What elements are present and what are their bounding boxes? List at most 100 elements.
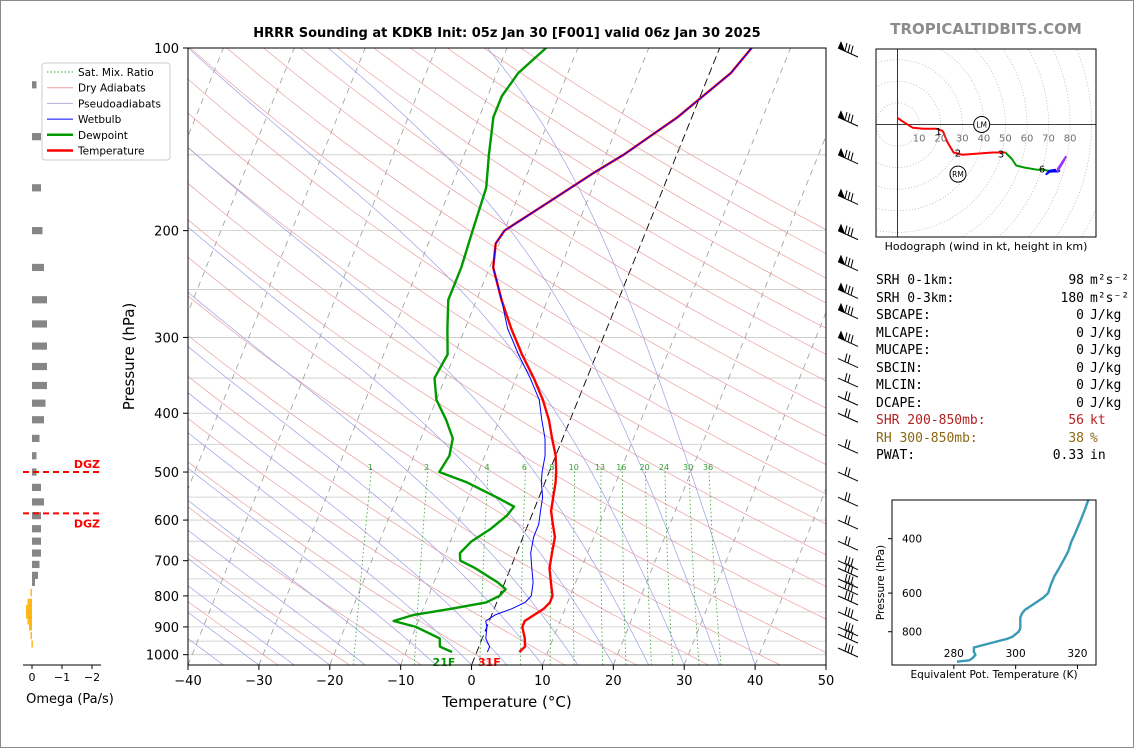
parameter-label: SBCAPE:: [876, 308, 931, 323]
parameter-label: SRH 0-1km:: [876, 273, 955, 288]
wind-barb-feather: [850, 287, 854, 296]
pseudoadiabat-line: [188, 392, 508, 665]
wind-barb-feather: [850, 609, 854, 618]
dry-adiabat-line: [300, 48, 826, 382]
wind-barb-staff: [837, 496, 859, 507]
isotherm-line: [188, 48, 366, 490]
legend-entry: Wetbulb: [78, 114, 122, 126]
parameter-value: 0: [1076, 395, 1084, 411]
hodograph-ring-label: 50: [999, 133, 1012, 144]
parameter-label: MLCAPE:: [876, 325, 931, 341]
pseudoadiabat-line: [188, 585, 295, 665]
parameter-unit: in: [1090, 448, 1106, 463]
wind-barb: [837, 555, 859, 571]
wind-barb-staff: [837, 47, 859, 58]
y-tick-label: 1000: [146, 649, 179, 664]
hodograph-segment: [1004, 151, 1049, 172]
hodograph-ring-label: 30: [956, 133, 969, 144]
omega-bar: [32, 320, 47, 328]
hodograph-height-label: 1: [935, 127, 941, 138]
wind-barb-feather: [847, 556, 851, 566]
isotherm-line: [825, 663, 826, 665]
omega-bar: [32, 498, 44, 506]
wind-barb-feather: [847, 468, 851, 477]
hodograph-plot-area: [876, 49, 1096, 237]
wind-barb-staff: [837, 626, 859, 637]
hodograph-ring-label: 70: [1042, 133, 1055, 144]
omega-bar: [31, 640, 33, 648]
theta-e-y-tick-label: 800: [902, 627, 922, 639]
wind-barb-feather: [844, 112, 848, 121]
y-tick-label: 300: [154, 331, 179, 346]
dry-adiabat-line: [188, 147, 826, 556]
parameter-row: SBCAPE: 0 J/kg: [876, 307, 1129, 325]
parameter-label: SRH 0-3km:: [876, 290, 955, 306]
hodograph-height-label: 3: [998, 150, 1004, 161]
parameter-value: 0: [1076, 378, 1084, 393]
omega-bar: [29, 623, 32, 631]
mixing-ratio-label: 13: [595, 463, 605, 472]
wind-barb-flag: [838, 282, 845, 293]
hodograph-height-label: 2: [955, 149, 961, 160]
x-tick-label: 10: [534, 674, 551, 689]
y-tick-label: 600: [154, 514, 179, 529]
parameter-row: DCAPE: 0 J/kg: [876, 395, 1129, 413]
mixing-ratio-line: [708, 466, 722, 665]
wind-barb-staff: [837, 116, 859, 127]
omega-bar: [32, 227, 43, 235]
wind-barb: [837, 606, 859, 622]
wind-barb-feather: [847, 285, 851, 294]
mixing-ratio-line: [353, 466, 373, 665]
isotherm-line: [683, 311, 826, 665]
wind-barb-feather: [844, 439, 848, 448]
wind-barb-feather: [844, 555, 848, 564]
pseudoadiabat-line: [188, 467, 437, 665]
hodograph-ring-label: 40: [977, 133, 990, 144]
theta-e-y-tick-label: 400: [902, 534, 922, 546]
wind-barb: [837, 41, 859, 58]
wind-barb-feather: [844, 332, 848, 341]
wind-barb-feather: [844, 149, 848, 158]
dgz-label: DGZ: [74, 517, 100, 530]
omega-bar: [32, 296, 47, 304]
wind-barb: [837, 408, 859, 423]
parameter-label: SBCIN:: [876, 360, 923, 376]
y-tick-label: 700: [154, 555, 179, 570]
wind-barb-feather: [850, 259, 854, 268]
y-tick-label: 200: [154, 225, 179, 240]
theta-e-x-tick-label: 300: [1006, 648, 1026, 660]
wind-barb-staff: [837, 595, 859, 606]
x-axis-label: Temperature (°C): [441, 693, 571, 711]
wind-barb-staff: [837, 647, 859, 658]
dry-adiabat-line: [188, 601, 279, 665]
dry-adiabat-line: [188, 461, 494, 665]
mixing-ratio-label: 10: [569, 463, 579, 472]
omega-bar: [32, 133, 41, 141]
wind-barb-feather: [844, 304, 848, 313]
mixing-ratio-line: [520, 466, 526, 665]
wind-barb-feather: [850, 565, 854, 575]
wind-barb-feather: [844, 492, 848, 501]
parameter-value: 0: [1076, 308, 1084, 323]
wind-barb-staff: [837, 567, 859, 578]
wind-barb: [837, 580, 859, 596]
theta-e-x-tick-label: 320: [1067, 648, 1087, 660]
dry-adiabat-line: [410, 48, 826, 304]
dry-adiabat-line: [373, 48, 826, 329]
parameter-row: RH 300-850mb: 38%: [876, 430, 1129, 448]
wind-barb-staff: [837, 377, 859, 388]
omega-bar: [32, 362, 47, 371]
hodograph-ring-label: 60: [1021, 133, 1034, 144]
x-tick-label: −20: [316, 674, 343, 689]
dry-adiabat-line: [336, 48, 826, 355]
wind-barb: [837, 372, 859, 388]
wind-barb-flag: [838, 110, 845, 121]
theta-e-plot-area: [956, 500, 1090, 663]
isotherm-line: [329, 48, 579, 665]
wind-barb-staff: [837, 194, 859, 205]
hodograph-ring-label: 10: [913, 133, 926, 144]
mixing-ratio-label: 20: [640, 463, 650, 472]
wind-barb-feather: [844, 629, 848, 638]
wind-barb-feather: [847, 440, 851, 449]
